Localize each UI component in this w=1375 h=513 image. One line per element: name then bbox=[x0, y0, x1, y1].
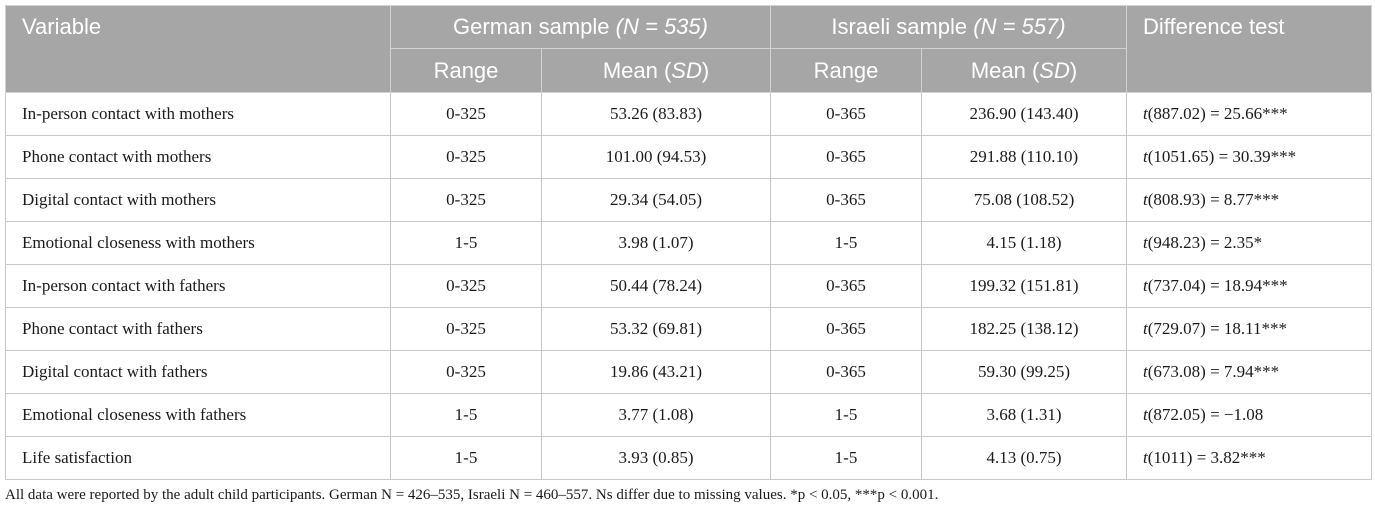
table-row: Emotional closeness with mothers 1-5 3.9… bbox=[5, 221, 1373, 265]
cell-german-mean: 29.34 (54.05) bbox=[541, 178, 771, 222]
cell-difference-test: t(729.07) = 18.11*** bbox=[1126, 307, 1373, 351]
cell-israeli-mean: 199.32 (151.81) bbox=[920, 264, 1128, 308]
cell-israeli-mean: 3.68 (1.31) bbox=[920, 393, 1128, 437]
header-difference-test: Difference test bbox=[1126, 5, 1373, 93]
header-german-mean: Mean (SD) bbox=[541, 48, 771, 93]
table-row: Emotional closeness with fathers 1-5 3.7… bbox=[5, 393, 1373, 437]
cell-israeli-range: 1-5 bbox=[770, 436, 922, 480]
cell-variable: Phone contact with fathers bbox=[5, 307, 391, 351]
cell-german-range: 1-5 bbox=[390, 393, 542, 437]
cell-variable: In-person contact with mothers bbox=[5, 92, 391, 136]
cell-difference-test: t(737.04) = 18.94*** bbox=[1126, 264, 1373, 308]
cell-variable: Digital contact with mothers bbox=[5, 178, 391, 222]
cell-difference-test: t(808.93) = 8.77*** bbox=[1126, 178, 1373, 222]
table-body: In-person contact with mothers 0-325 53.… bbox=[5, 92, 1373, 480]
cell-german-mean: 53.26 (83.83) bbox=[541, 92, 771, 136]
table-row: Digital contact with fathers 0-325 19.86… bbox=[5, 350, 1373, 394]
cell-israeli-range: 0-365 bbox=[770, 264, 922, 308]
cell-german-range: 0-325 bbox=[390, 178, 542, 222]
cell-israeli-range: 1-5 bbox=[770, 221, 922, 265]
table-row: Phone contact with fathers 0-325 53.32 (… bbox=[5, 307, 1373, 351]
cell-variable: Digital contact with fathers bbox=[5, 350, 391, 394]
cell-difference-test: t(872.05) = −1.08 bbox=[1126, 393, 1373, 437]
cell-israeli-range: 1-5 bbox=[770, 393, 922, 437]
table-row: Life satisfaction 1-5 3.93 (0.85) 1-5 4.… bbox=[5, 436, 1373, 480]
cell-israeli-range: 0-365 bbox=[770, 92, 922, 136]
header-israeli-sample: Israeli sample (N = 557) bbox=[769, 5, 1128, 49]
cell-israeli-mean: 182.25 (138.12) bbox=[920, 307, 1128, 351]
header-israeli-n: (N = 557) bbox=[973, 14, 1066, 39]
cell-israeli-range: 0-365 bbox=[770, 307, 922, 351]
header-german-range: Range bbox=[390, 48, 542, 93]
table-header: Variable German sample (N = 535) Israeli… bbox=[5, 5, 1373, 93]
header-israeli-range: Range bbox=[770, 48, 922, 93]
cell-israeli-mean: 236.90 (143.40) bbox=[920, 92, 1128, 136]
header-variable: Variable bbox=[5, 5, 391, 93]
cell-german-mean: 53.32 (69.81) bbox=[541, 307, 771, 351]
cell-variable: Emotional closeness with fathers bbox=[5, 393, 391, 437]
results-table-container: Variable German sample (N = 535) Israeli… bbox=[5, 5, 1373, 480]
cell-israeli-mean: 291.88 (110.10) bbox=[920, 135, 1128, 179]
cell-german-range: 0-325 bbox=[390, 307, 542, 351]
cell-german-mean: 50.44 (78.24) bbox=[541, 264, 771, 308]
cell-german-mean: 101.00 (94.53) bbox=[541, 135, 771, 179]
header-german-sample: German sample (N = 535) bbox=[390, 5, 771, 49]
cell-difference-test: t(673.08) = 7.94*** bbox=[1126, 350, 1373, 394]
cell-difference-test: t(1011) = 3.82*** bbox=[1126, 436, 1373, 480]
cell-israeli-range: 0-365 bbox=[770, 350, 922, 394]
table-row: Phone contact with mothers 0-325 101.00 … bbox=[5, 135, 1373, 179]
cell-israeli-mean: 75.08 (108.52) bbox=[920, 178, 1128, 222]
table-footnote: All data were reported by the adult chil… bbox=[5, 487, 939, 503]
header-german-n: (N = 535) bbox=[615, 14, 708, 39]
cell-german-range: 0-325 bbox=[390, 135, 542, 179]
cell-israeli-range: 0-365 bbox=[770, 178, 922, 222]
cell-variable: Life satisfaction bbox=[5, 436, 391, 480]
cell-difference-test: t(887.02) = 25.66*** bbox=[1126, 92, 1373, 136]
cell-german-range: 1-5 bbox=[390, 221, 542, 265]
cell-german-range: 1-5 bbox=[390, 436, 542, 480]
cell-israeli-mean: 4.15 (1.18) bbox=[920, 221, 1128, 265]
cell-israeli-range: 0-365 bbox=[770, 135, 922, 179]
table-row: Digital contact with mothers 0-325 29.34… bbox=[5, 178, 1373, 222]
cell-german-mean: 3.77 (1.08) bbox=[541, 393, 771, 437]
cell-german-mean: 3.93 (0.85) bbox=[541, 436, 771, 480]
table-row: In-person contact with mothers 0-325 53.… bbox=[5, 92, 1373, 136]
cell-variable: Emotional closeness with mothers bbox=[5, 221, 391, 265]
cell-difference-test: t(948.23) = 2.35* bbox=[1126, 221, 1373, 265]
cell-israeli-mean: 59.30 (99.25) bbox=[920, 350, 1128, 394]
cell-variable: In-person contact with fathers bbox=[5, 264, 391, 308]
cell-german-range: 0-325 bbox=[390, 92, 542, 136]
cell-german-range: 0-325 bbox=[390, 350, 542, 394]
results-table: Variable German sample (N = 535) Israeli… bbox=[5, 5, 1373, 480]
cell-german-range: 0-325 bbox=[390, 264, 542, 308]
cell-variable: Phone contact with mothers bbox=[5, 135, 391, 179]
cell-german-mean: 19.86 (43.21) bbox=[541, 350, 771, 394]
header-israeli-mean: Mean (SD) bbox=[920, 48, 1128, 93]
cell-german-mean: 3.98 (1.07) bbox=[541, 221, 771, 265]
table-row: In-person contact with fathers 0-325 50.… bbox=[5, 264, 1373, 308]
cell-israeli-mean: 4.13 (0.75) bbox=[920, 436, 1128, 480]
cell-difference-test: t(1051.65) = 30.39*** bbox=[1126, 135, 1373, 179]
